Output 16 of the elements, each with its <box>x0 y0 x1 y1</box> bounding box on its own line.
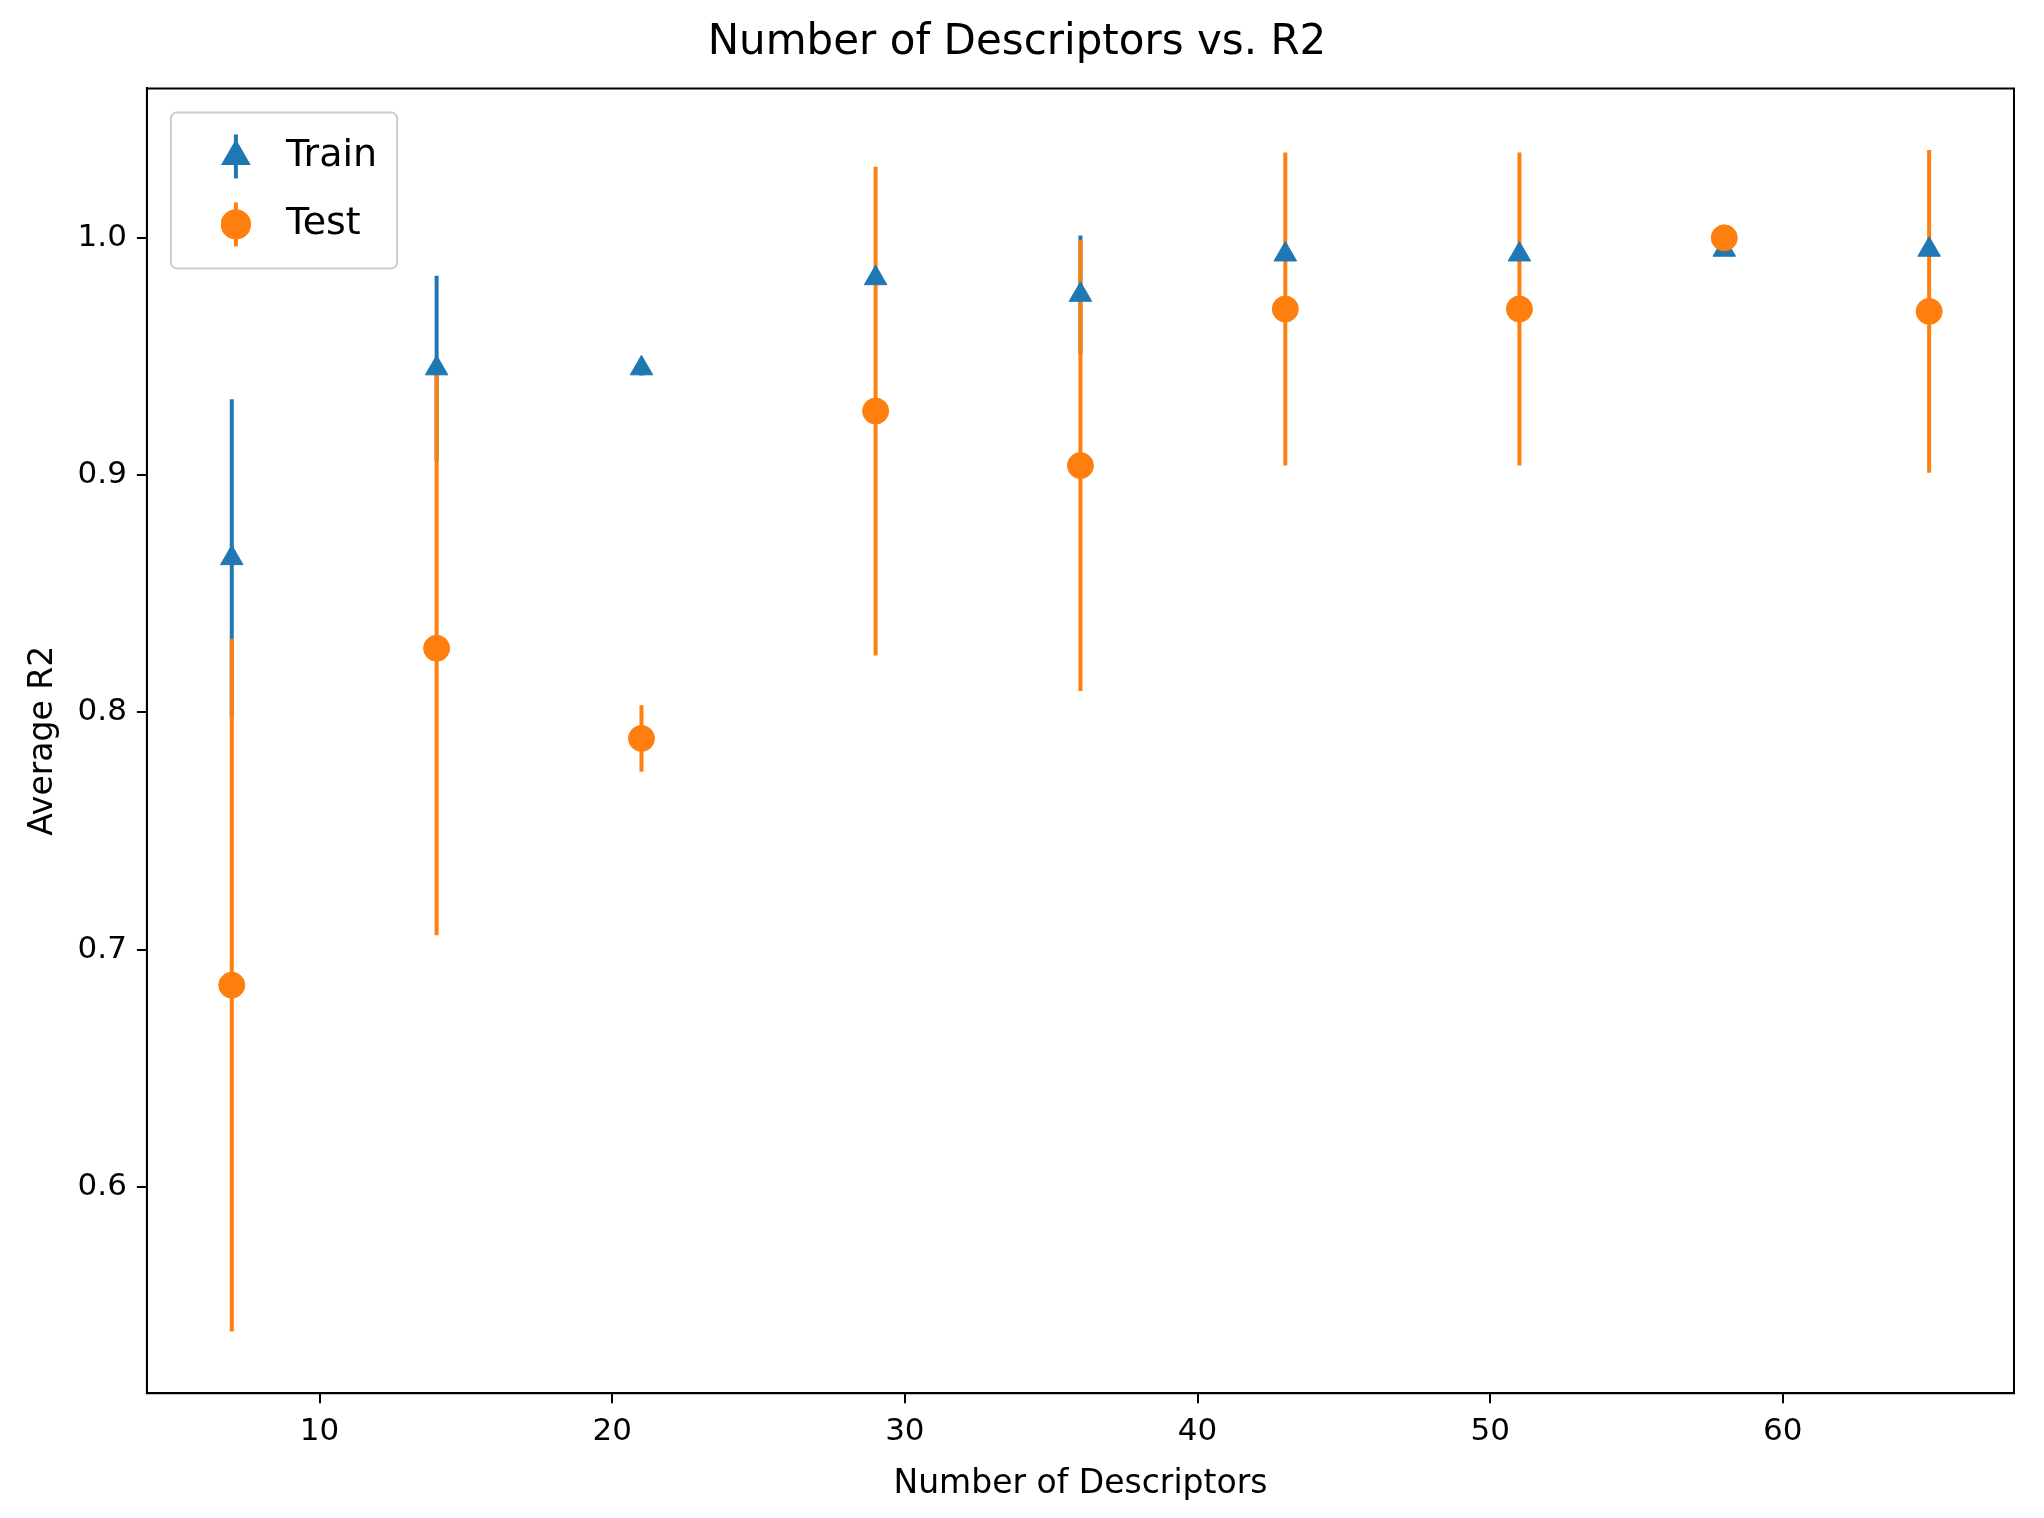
y-axis-title: Average R2 <box>21 645 61 836</box>
x-tick-label: 20 <box>592 1410 632 1447</box>
legend-label: Train <box>284 131 378 176</box>
x-tick-label: 40 <box>1177 1410 1218 1447</box>
chart-title: Number of Descriptors vs. R2 <box>707 15 1327 65</box>
y-tick-label: 0.9 <box>77 454 127 491</box>
x-axis-title: Number of Descriptors <box>893 1461 1268 1501</box>
x-tick-label: 60 <box>1763 1410 1803 1447</box>
x-tick-label: 30 <box>885 1410 925 1447</box>
y-tick-label: 0.6 <box>77 1165 127 1202</box>
y-tick-label: 0.7 <box>77 928 127 965</box>
y-tick-label: 1.0 <box>77 216 127 253</box>
x-tick-label: 10 <box>299 1410 340 1447</box>
x-tick-label: 50 <box>1470 1410 1510 1447</box>
legend-label: Test <box>284 199 361 244</box>
y-tick-label: 0.8 <box>77 691 127 728</box>
